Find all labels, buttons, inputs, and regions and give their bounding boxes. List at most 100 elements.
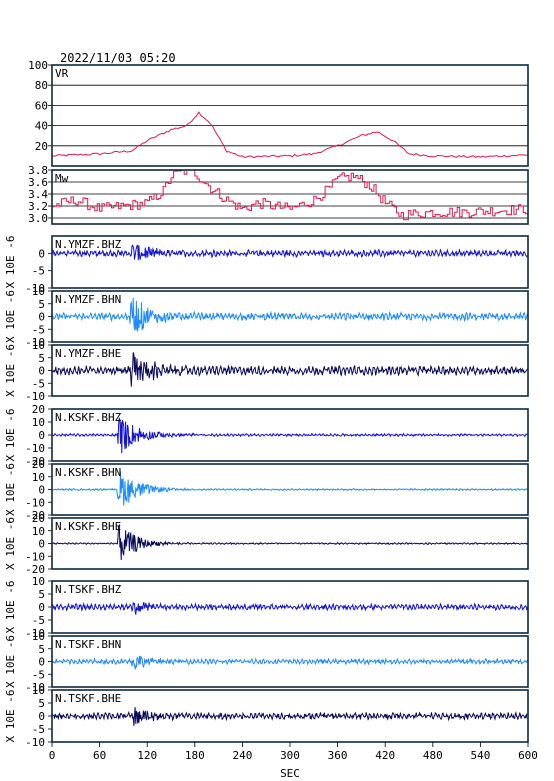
- y-tick-label: -5: [32, 377, 45, 390]
- panel-vr: 100 80 60 40 20 VR: [28, 59, 529, 159]
- datetime-title: 2022/11/03 05:20: [60, 51, 176, 65]
- unit-label: X 10E -6: [4, 517, 17, 570]
- trace-frame: [51, 235, 529, 289]
- x-axis: 0 60 120 180 240 300 360 420 480 540 600: [49, 742, 538, 762]
- y-tick-label: 10: [32, 575, 45, 588]
- y-tick-label: 10: [32, 630, 45, 643]
- x-tick-label: 60: [93, 749, 106, 762]
- unit-label: X 10E -6: [4, 409, 17, 462]
- trace-label: N.YMZF.BHE: [55, 347, 121, 360]
- y-tick-label: 3.6: [28, 176, 48, 189]
- y-tick-label: 0: [38, 484, 45, 497]
- trace-label: N.TSKF.BHN: [55, 638, 121, 651]
- y-tick-label: 5: [38, 588, 45, 601]
- unit-label: X 10E -6: [4, 581, 17, 634]
- y-tick-label: -5: [32, 614, 45, 627]
- trace-label: N.TSKF.BHZ: [55, 583, 122, 596]
- trace-label: N.YMZF.BHN: [55, 293, 121, 306]
- y-tick-label: -10: [25, 282, 45, 295]
- waveform-line: [52, 352, 528, 387]
- y-tick-label: 3.0: [28, 212, 48, 225]
- trace-label: N.KSKF.BHZ: [55, 411, 122, 424]
- waveform-line: [52, 601, 528, 615]
- y-tick-label: 0: [38, 365, 45, 378]
- x-tick-label: 180: [185, 749, 205, 762]
- y-tick-label: 0: [38, 247, 45, 260]
- series-line-vr: [51, 111, 529, 159]
- panel-frame: [51, 169, 529, 225]
- waveform-line: [52, 707, 528, 726]
- y-tick-label: -10: [25, 681, 45, 694]
- y-tick-label: 3.2: [28, 200, 48, 213]
- y-tick-label: 0: [38, 656, 45, 669]
- y-tick-label: -20: [25, 563, 45, 576]
- y-tick-label: -5: [32, 668, 45, 681]
- panel-title: VR: [55, 67, 69, 80]
- waveform-line: [52, 417, 528, 454]
- x-tick-label: 420: [375, 749, 395, 762]
- y-tick-label: -20: [25, 509, 45, 522]
- y-tick-label: 10: [32, 339, 45, 352]
- trace-frame: [51, 408, 529, 462]
- panel-mw: 3.83.63.43.23.0 Mw: [28, 164, 529, 225]
- x-tick-label: 0: [49, 749, 56, 762]
- trace-frame: [51, 463, 529, 516]
- y-tick-label: 20: [35, 140, 48, 153]
- y-tick-label: -5: [32, 265, 45, 278]
- y-tick-label: 5: [38, 697, 45, 710]
- x-axis-label: SEC: [280, 767, 300, 780]
- y-tick-label: -20: [25, 455, 45, 468]
- y-tick-label: -10: [25, 736, 45, 749]
- y-tick-label: 10: [32, 285, 45, 298]
- y-tick-label: 60: [35, 99, 48, 112]
- y-tick-label: 5: [38, 298, 45, 311]
- y-tick-label: 0: [38, 710, 45, 723]
- y-tick-label: -10: [25, 550, 45, 563]
- panel-stack: 10080604020VR3.83.63.43.23.0Mw0-5-10N.YM…: [4, 59, 529, 749]
- unit-label: X 10E -6: [4, 236, 17, 289]
- series-line-mw: [52, 169, 529, 221]
- trace-frame: [51, 580, 529, 634]
- y-tick-label: 20: [32, 403, 45, 416]
- trace-label: N.KSKF.BHE: [55, 520, 121, 533]
- x-tick-label: 360: [328, 749, 348, 762]
- waveform-line: [52, 471, 528, 506]
- x-tick-label: 120: [137, 749, 157, 762]
- y-tick-label: 5: [38, 643, 45, 656]
- y-tick-label: -5: [32, 723, 45, 736]
- x-tick-label: 300: [280, 749, 300, 762]
- y-tick-label: 10: [32, 416, 45, 429]
- x-tick-label: 540: [470, 749, 490, 762]
- y-tick-label: 20: [32, 458, 45, 471]
- y-tick-label: 3.4: [28, 188, 48, 201]
- panel-frame: [51, 64, 529, 167]
- y-tick-label: 10: [32, 471, 45, 484]
- y-tick-label: -10: [25, 390, 45, 403]
- y-tick-label: 100: [28, 59, 48, 72]
- waveform-line: [52, 297, 528, 332]
- trace-frame: [51, 290, 529, 343]
- y-tick-label: 0: [38, 538, 45, 551]
- y-tick-label: 5: [38, 352, 45, 365]
- unit-label: X 10E -6: [4, 690, 17, 743]
- waveform-line: [52, 655, 528, 670]
- unit-label: X 10E -6: [4, 463, 17, 516]
- waveform-line: [52, 523, 528, 561]
- trace-label: N.TSKF.BHE: [55, 692, 121, 705]
- trace-frame: [51, 635, 529, 688]
- y-tick-label: -10: [25, 336, 45, 349]
- trace-frame: [51, 344, 529, 397]
- y-tick-label: 0: [38, 601, 45, 614]
- waveform-line: [52, 244, 528, 261]
- y-tick-label: -10: [25, 442, 45, 455]
- x-tick-label: 240: [232, 749, 252, 762]
- trace-label: N.YMZF.BHZ: [55, 238, 122, 251]
- y-tick-label: 40: [35, 120, 48, 133]
- y-tick-label: 20: [32, 512, 45, 525]
- y-tick-label: 0: [38, 311, 45, 324]
